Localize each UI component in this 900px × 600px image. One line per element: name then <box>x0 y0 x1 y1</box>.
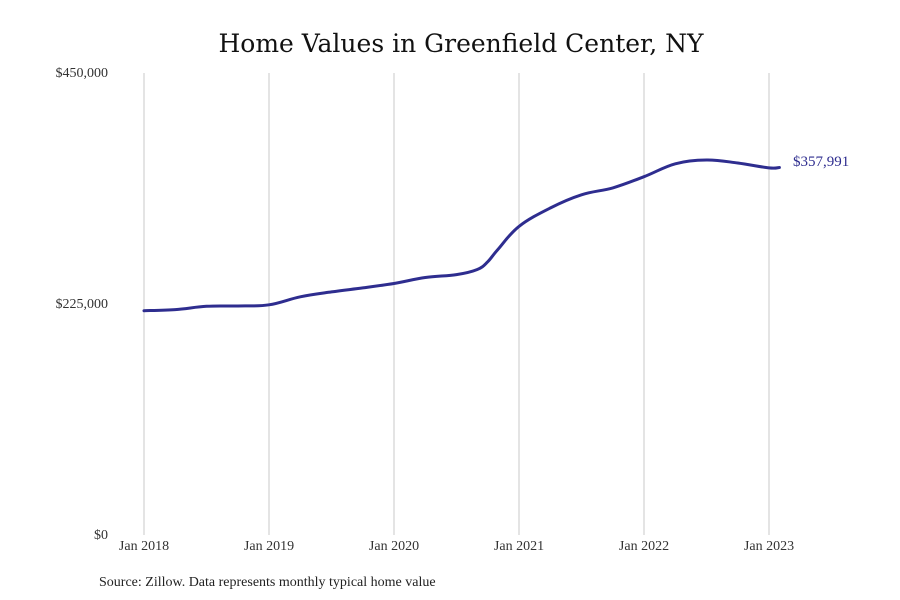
y-tick-label: $225,000 <box>56 297 109 312</box>
y-axis-ticks: $450,000 $225,000 $0 <box>56 66 109 543</box>
x-tick-label: Jan 2023 <box>744 539 794 554</box>
series-line <box>142 158 781 313</box>
chart-title: Home Values in Greenfield Center, NY <box>218 29 704 58</box>
x-tick-label: Jan 2019 <box>244 539 294 554</box>
x-tick-label: Jan 2018 <box>119 539 169 554</box>
end-value-label: $357,991 <box>793 154 849 170</box>
x-tick-label: Jan 2021 <box>494 539 544 554</box>
gridlines <box>143 73 770 535</box>
source-note: Source: Zillow. Data represents monthly … <box>99 575 436 590</box>
y-tick-label: $450,000 <box>56 66 109 81</box>
x-axis-ticks: Jan 2018 Jan 2019 Jan 2020 Jan 2021 Jan 2022… <box>119 539 794 554</box>
x-tick-label: Jan 2022 <box>619 539 669 554</box>
x-tick-label: Jan 2020 <box>369 539 419 554</box>
y-tick-label: $0 <box>94 528 108 543</box>
